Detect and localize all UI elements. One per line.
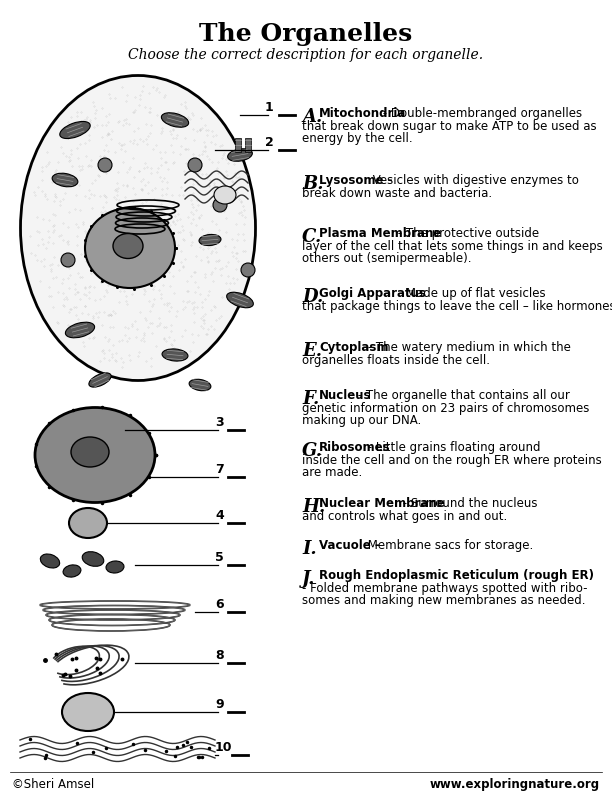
- Text: Choose the correct description for each organelle.: Choose the correct description for each …: [129, 48, 483, 62]
- Text: A.: A.: [302, 108, 323, 126]
- Ellipse shape: [214, 186, 236, 204]
- Text: organelles floats inside the cell.: organelles floats inside the cell.: [302, 354, 490, 367]
- Ellipse shape: [71, 437, 109, 467]
- Text: that package things to leave the cell – like hormones.: that package things to leave the cell – …: [302, 300, 612, 313]
- Text: 9: 9: [215, 698, 223, 711]
- Ellipse shape: [60, 121, 90, 139]
- Text: Golgi Apparatus: Golgi Apparatus: [319, 287, 426, 300]
- Text: Nuclear Membrane: Nuclear Membrane: [319, 497, 445, 510]
- Text: - Double-membranged organelles: - Double-membranged organelles: [379, 107, 582, 120]
- Ellipse shape: [35, 408, 155, 502]
- Circle shape: [213, 198, 227, 212]
- Text: C.: C.: [302, 228, 323, 246]
- Text: - The watery medium in which the: - The watery medium in which the: [364, 341, 571, 354]
- Ellipse shape: [82, 552, 104, 566]
- Text: Membrane sacs for storage.: Membrane sacs for storage.: [364, 539, 533, 552]
- Text: 7: 7: [215, 463, 224, 476]
- Text: others out (semipermeable).: others out (semipermeable).: [302, 252, 471, 265]
- Text: F.: F.: [302, 390, 319, 408]
- Text: J.: J.: [302, 570, 315, 588]
- Text: 6: 6: [215, 598, 223, 611]
- Text: ©Sheri Amsel: ©Sheri Amsel: [12, 778, 94, 791]
- Text: - The organelle that contains all our: - The organelle that contains all our: [354, 389, 570, 402]
- Bar: [245, 138, 251, 152]
- Text: - Made up of flat vesicles: - Made up of flat vesicles: [394, 287, 546, 300]
- Ellipse shape: [63, 565, 81, 577]
- Text: Vacuole -: Vacuole -: [319, 539, 380, 552]
- Text: The Organelles: The Organelles: [200, 22, 412, 46]
- Text: 10: 10: [215, 741, 233, 754]
- Text: Cytoplasm: Cytoplasm: [319, 341, 389, 354]
- Ellipse shape: [162, 349, 188, 361]
- Ellipse shape: [226, 292, 253, 308]
- Circle shape: [241, 263, 255, 277]
- Text: H.: H.: [302, 498, 325, 516]
- Ellipse shape: [20, 75, 255, 380]
- Text: E.: E.: [302, 342, 322, 360]
- Text: and controls what goes in and out.: and controls what goes in and out.: [302, 510, 507, 523]
- Ellipse shape: [113, 234, 143, 258]
- Ellipse shape: [40, 554, 59, 568]
- Text: energy by the cell.: energy by the cell.: [302, 132, 412, 145]
- Text: Rough Endoplasmic Reticulum (rough ER): Rough Endoplasmic Reticulum (rough ER): [319, 569, 594, 582]
- Ellipse shape: [89, 373, 111, 387]
- Ellipse shape: [52, 173, 78, 187]
- Ellipse shape: [69, 508, 107, 538]
- Text: - Little grains floating around: - Little grains floating around: [364, 441, 540, 454]
- Text: making up our DNA.: making up our DNA.: [302, 414, 421, 427]
- Text: 3: 3: [215, 416, 223, 429]
- Text: - Folded membrane pathways spotted with ribo-: - Folded membrane pathways spotted with …: [302, 582, 588, 595]
- Text: - Surround the nucleus: - Surround the nucleus: [399, 497, 537, 510]
- Text: B.: B.: [302, 175, 324, 193]
- Bar: [235, 138, 241, 152]
- Ellipse shape: [106, 561, 124, 573]
- Ellipse shape: [62, 693, 114, 731]
- Ellipse shape: [228, 149, 252, 162]
- Ellipse shape: [85, 208, 175, 288]
- Text: genetic information on 23 pairs of chromosomes: genetic information on 23 pairs of chrom…: [302, 402, 589, 415]
- Text: I.: I.: [302, 540, 316, 558]
- Ellipse shape: [162, 112, 188, 128]
- Text: Nucleus: Nucleus: [319, 389, 371, 402]
- Text: Ribosomes: Ribosomes: [319, 441, 390, 454]
- Text: 5: 5: [215, 551, 224, 564]
- Ellipse shape: [189, 379, 211, 390]
- Text: that break down sugar to make ATP to be used as: that break down sugar to make ATP to be …: [302, 120, 597, 133]
- Text: 4: 4: [215, 509, 224, 522]
- Text: 2: 2: [265, 136, 274, 149]
- Text: 8: 8: [215, 649, 223, 662]
- Text: inside the cell and on the rough ER where proteins: inside the cell and on the rough ER wher…: [302, 454, 602, 467]
- Ellipse shape: [199, 234, 221, 246]
- Text: - The protective outside: - The protective outside: [394, 227, 539, 240]
- Text: D.: D.: [302, 288, 323, 306]
- Text: Vesicles with digestive enzymes to: Vesicles with digestive enzymes to: [369, 174, 579, 187]
- Ellipse shape: [65, 322, 95, 338]
- Text: G.: G.: [302, 442, 323, 460]
- Text: Plasma Membrane: Plasma Membrane: [319, 227, 441, 240]
- Text: break down waste and bacteria.: break down waste and bacteria.: [302, 187, 492, 200]
- Text: somes and making new membranes as needed.: somes and making new membranes as needed…: [302, 594, 586, 607]
- Text: 1: 1: [265, 101, 274, 114]
- Text: Lysosome -: Lysosome -: [319, 174, 392, 187]
- Text: Mitochondria: Mitochondria: [319, 107, 406, 120]
- Text: are made.: are made.: [302, 466, 362, 479]
- Circle shape: [188, 158, 202, 172]
- Text: www.exploringnature.org: www.exploringnature.org: [430, 778, 600, 791]
- Circle shape: [61, 253, 75, 267]
- Circle shape: [98, 158, 112, 172]
- Text: layer of the cell that lets some things in and keeps: layer of the cell that lets some things …: [302, 240, 603, 253]
